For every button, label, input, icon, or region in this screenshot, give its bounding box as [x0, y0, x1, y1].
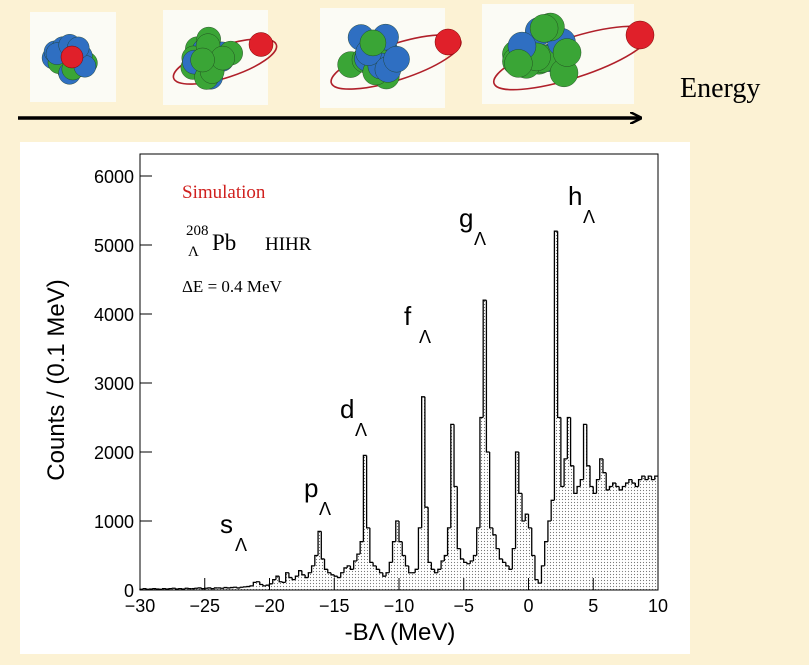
- histogram-bin: [435, 573, 438, 590]
- histogram-bin: [577, 487, 580, 591]
- histogram-edge: [250, 586, 253, 587]
- histogram-bin: [522, 521, 525, 590]
- x-tick-label: −10: [384, 596, 415, 616]
- histogram-bin: [337, 578, 340, 590]
- shell-label: p: [304, 473, 318, 503]
- x-tick-label: 0: [523, 596, 533, 616]
- y-tick-label: 1000: [94, 512, 134, 532]
- histogram-bin: [616, 487, 619, 591]
- histogram-bin: [593, 493, 596, 590]
- histogram-bin: [590, 487, 593, 591]
- x-tick-label: −20: [254, 596, 285, 616]
- histogram-bin: [648, 476, 651, 590]
- element: Pb: [212, 230, 236, 255]
- energy-label: Energy: [680, 73, 760, 104]
- y-tick-label: 3000: [94, 374, 134, 394]
- histogram-bin: [622, 487, 625, 591]
- histogram-bin: [574, 493, 577, 590]
- x-tick-label: −5: [453, 596, 474, 616]
- histogram-bin: [503, 562, 506, 590]
- histogram-bin: [635, 487, 638, 591]
- histogram-bin: [652, 480, 655, 590]
- nucleon: [191, 48, 215, 72]
- shell-sub: Λ: [235, 535, 247, 555]
- x-tick-label: 10: [648, 596, 668, 616]
- histogram-edge: [214, 588, 217, 589]
- histogram-bin: [292, 580, 295, 590]
- shell-sub: Λ: [474, 229, 486, 249]
- histogram-bin: [596, 480, 599, 590]
- y-axis-label: Counts / (0.1 MeV): [43, 279, 70, 480]
- histogram-bin: [282, 582, 285, 590]
- histogram-bin: [629, 480, 632, 590]
- nucleon: [530, 14, 558, 42]
- histogram-bin: [639, 480, 642, 590]
- setup: HIHR: [265, 234, 312, 255]
- x-tick-label: −25: [189, 596, 220, 616]
- shell-sub: Λ: [319, 499, 331, 519]
- x-tick-label: −15: [319, 596, 350, 616]
- histogram-bin: [632, 483, 635, 590]
- histogram-bin: [645, 480, 648, 590]
- shell-sub: Λ: [355, 420, 367, 440]
- histogram-bin: [467, 564, 470, 590]
- histogram-bin: [642, 476, 645, 590]
- nucleon: [504, 49, 532, 77]
- histogram-bin: [580, 480, 583, 590]
- histogram-bin: [613, 483, 616, 590]
- histogram-bin: [409, 573, 412, 590]
- histogram-edge: [240, 587, 243, 588]
- shell-label: d: [340, 394, 354, 424]
- simulation-label: Simulation: [182, 182, 266, 203]
- histogram-bin: [606, 490, 609, 590]
- lambda-particle: [435, 29, 461, 55]
- nucleon: [384, 46, 410, 72]
- lambda-particle: [61, 46, 83, 68]
- histogram-bin: [470, 561, 473, 590]
- histogram-bin: [626, 483, 629, 590]
- x-tick-label: 5: [588, 596, 598, 616]
- mass-number: 208: [186, 223, 209, 239]
- shell-label: s: [220, 509, 233, 539]
- shell-label: h: [568, 181, 582, 211]
- histogram-bin: [383, 576, 386, 590]
- histogram-bin: [609, 487, 612, 591]
- histogram-bin: [561, 487, 564, 591]
- nucleus-illustrations: [30, 4, 656, 108]
- histogram-bin: [490, 528, 493, 590]
- y-tick-label: 6000: [94, 167, 134, 187]
- histogram-bin: [305, 578, 308, 590]
- lambda-particle: [249, 33, 273, 57]
- histogram-bin: [499, 559, 502, 590]
- histogram-bin: [370, 562, 373, 590]
- nucleus-sub: Λ: [188, 244, 199, 260]
- histogram-bin: [538, 583, 541, 590]
- histogram-bin: [619, 490, 622, 590]
- y-tick-label: 5000: [94, 236, 134, 256]
- histogram-bin: [350, 569, 353, 590]
- nucleon: [553, 39, 581, 67]
- histogram-bin: [509, 569, 512, 590]
- shell-sub: Λ: [583, 207, 595, 227]
- shell-label: f: [404, 301, 412, 331]
- y-tick-label: 2000: [94, 443, 134, 463]
- histogram-bin: [412, 573, 415, 590]
- x-tick-label: −30: [125, 596, 156, 616]
- nucleon: [360, 30, 386, 56]
- x-axis-label: -BΛ (MeV): [345, 619, 456, 646]
- y-tick-label: 4000: [94, 305, 134, 325]
- lambda-particle: [626, 21, 654, 49]
- shell-label: g: [459, 203, 473, 233]
- resolution: ΔE = 0.4 MeV: [182, 277, 283, 296]
- shell-sub: Λ: [419, 327, 431, 347]
